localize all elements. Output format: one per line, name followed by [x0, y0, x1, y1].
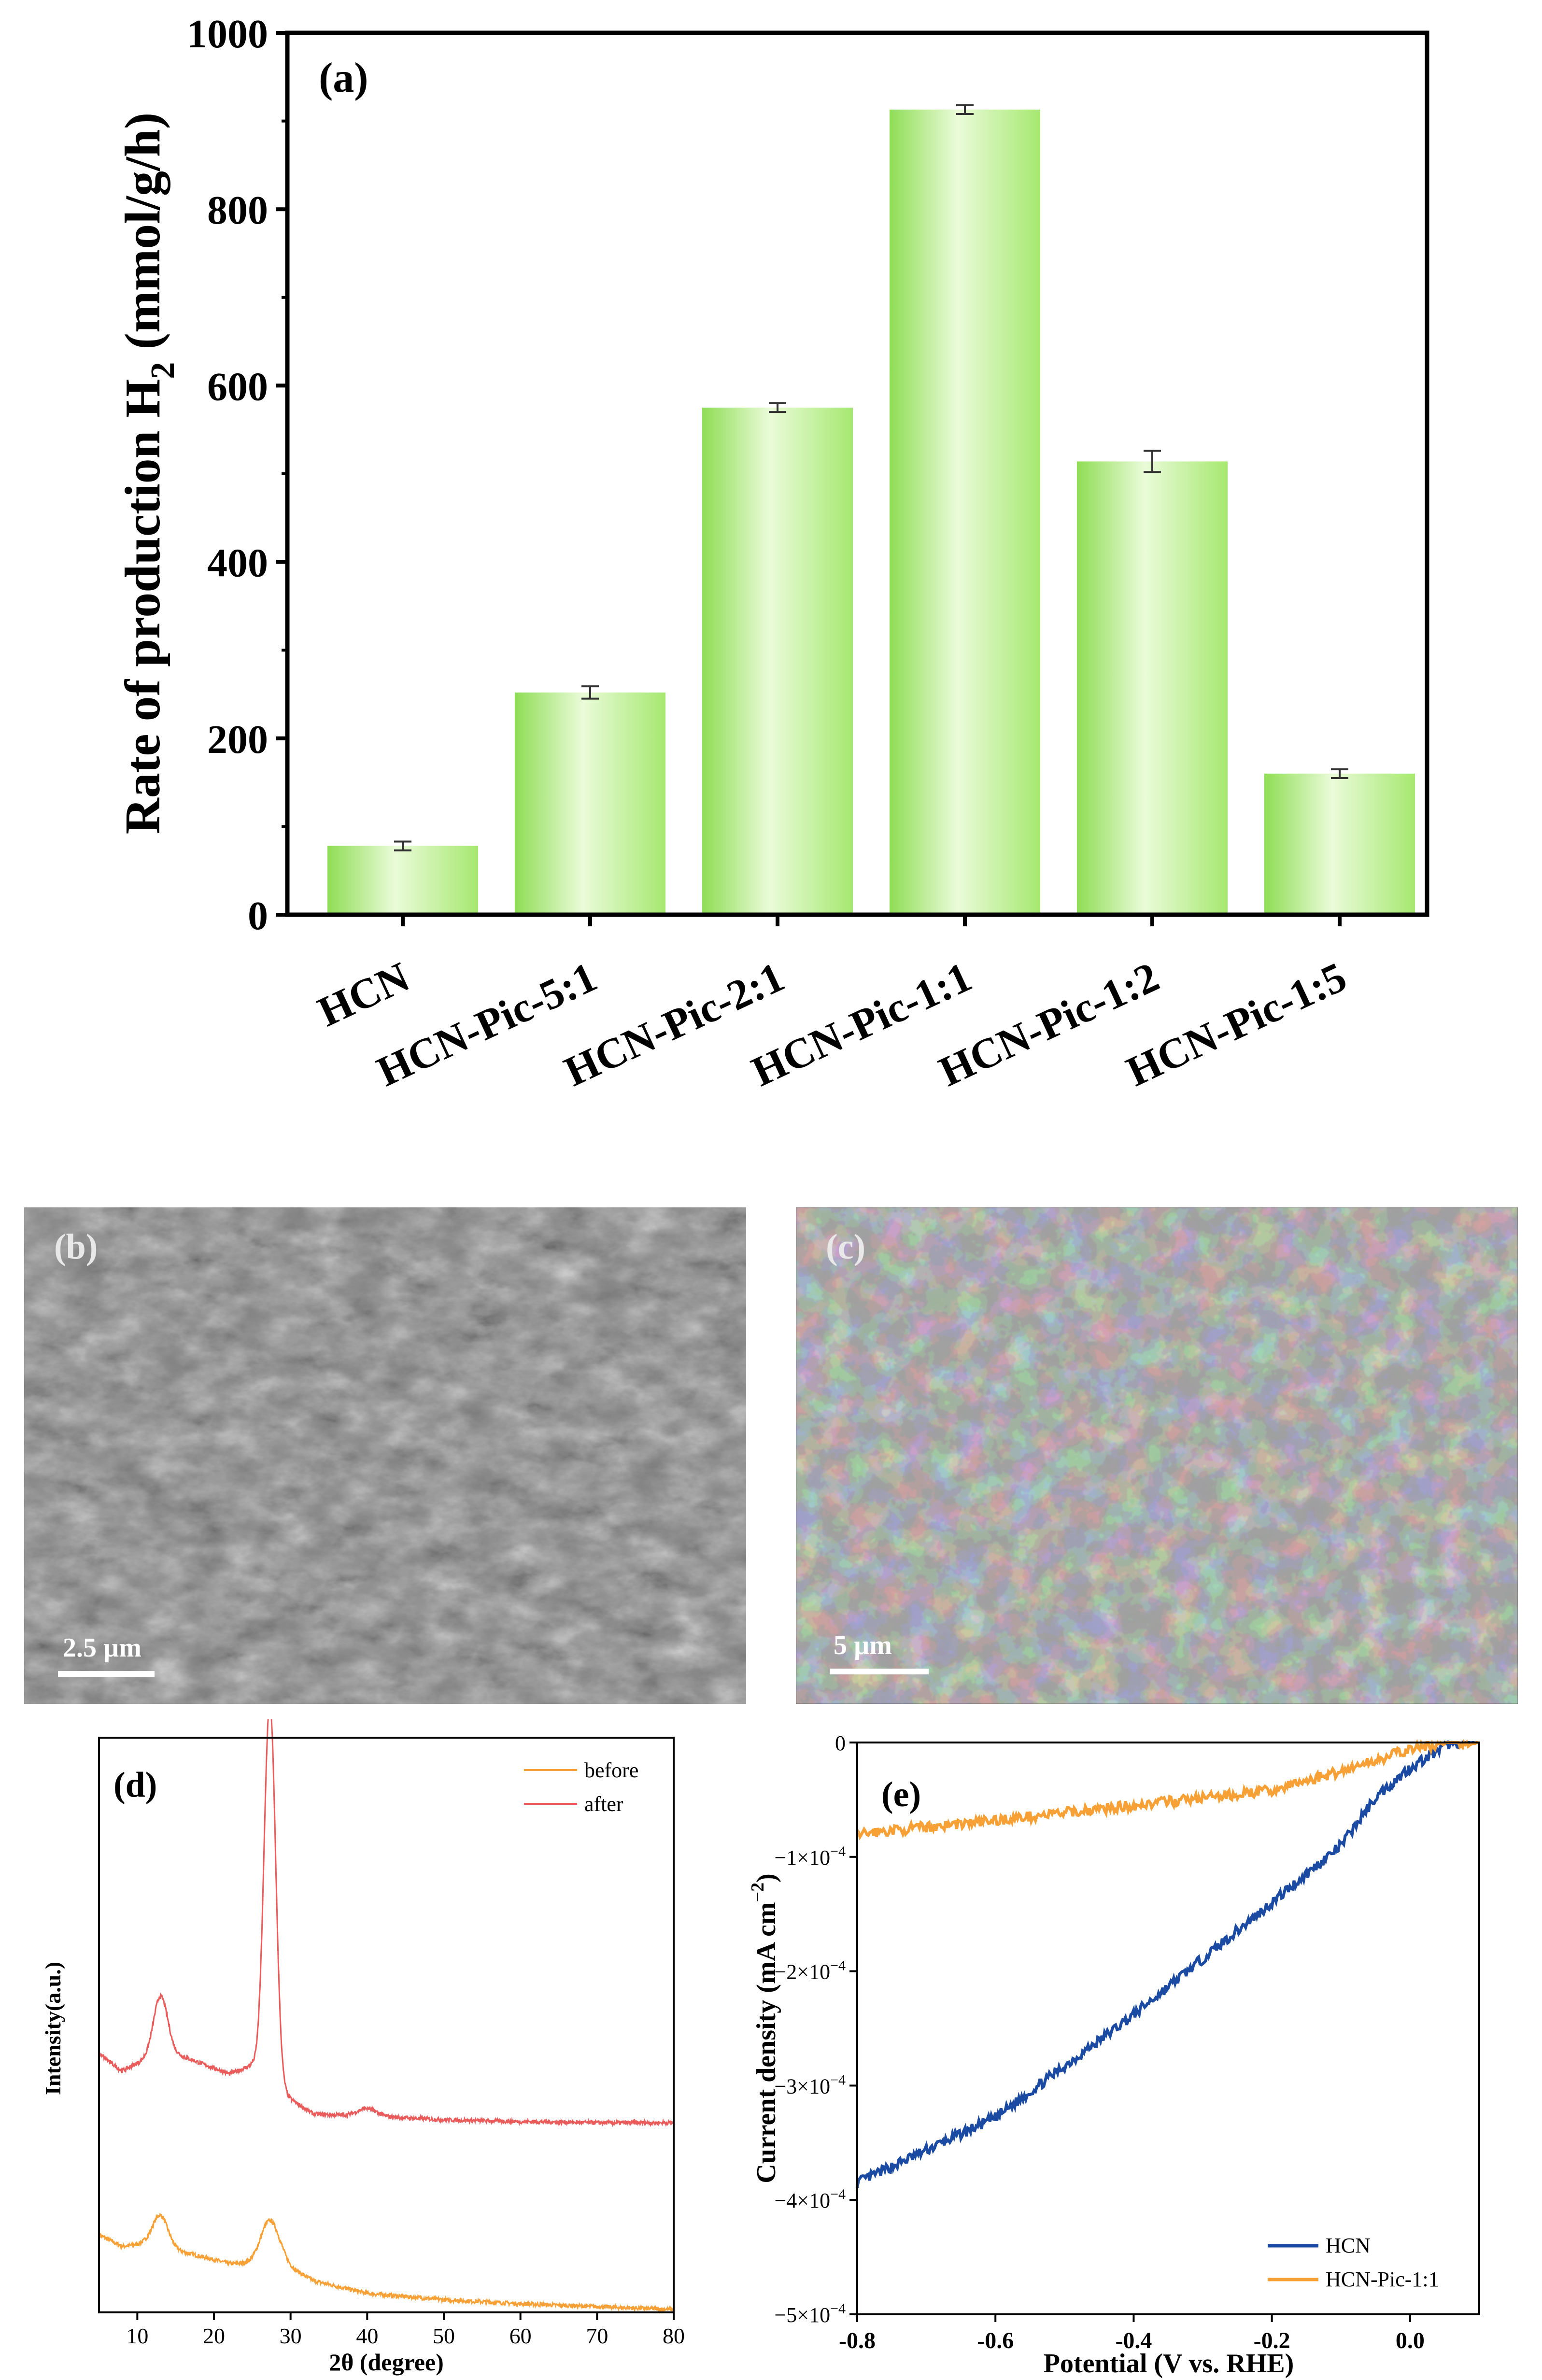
- x-tick-label-d: 70: [586, 2323, 608, 2348]
- series-line-before: [98, 2212, 674, 2313]
- scale-bar-b: [58, 1671, 155, 1677]
- x-tick-label-e: -0.2: [1254, 2328, 1290, 2353]
- bar-HCN-Pic-1:2: [1077, 461, 1228, 915]
- scale-label-b: 2.5 µm: [63, 1633, 141, 1663]
- error-bar-HCN: [394, 840, 411, 851]
- y-tick-label-a: 400: [207, 541, 268, 586]
- x-tick-label-d: 30: [280, 2323, 302, 2348]
- series-line-after: [98, 1719, 674, 2127]
- line-chart-d: 10 20 30 40 50 60 70 80 before after (d) 2θ (de…: [41, 1719, 685, 2376]
- x-tick-label-d: 40: [356, 2323, 378, 2348]
- x-tick-label-d: 20: [203, 2323, 225, 2348]
- line-chart-e: -0.8 -0.6 -0.4 -0.2 0.0 0 −1×10−4 −2×10−4 −3×10…: [748, 1731, 1480, 2379]
- x-axis-label-d: 2θ (degree): [329, 2349, 444, 2376]
- x-tick-label-e: -0.6: [977, 2328, 1014, 2353]
- series-line-HCN: [856, 1740, 1478, 2188]
- y-axis-label-a: Rate of production H2 (mmol/g/h): [115, 113, 182, 835]
- plot-frame-d: [98, 1737, 675, 2313]
- y-tick-label-e: −4×10−4: [774, 2186, 846, 2212]
- legend-label-after: after: [584, 1792, 623, 1816]
- plot-frame-a: [285, 30, 1429, 917]
- y-tick-label-a: 800: [207, 188, 268, 233]
- legend-e: HCN HCN-Pic-1:1: [1268, 2234, 1439, 2291]
- panel-label-a: (a): [319, 55, 368, 101]
- bar-HCN-Pic-5:1: [515, 692, 665, 915]
- bar-HCN-Pic-1:5: [1264, 773, 1415, 915]
- y-tick-label-a: 200: [207, 717, 268, 762]
- legend-label-hcn: HCN: [1326, 2234, 1371, 2257]
- y-tick-label-a: 0: [248, 893, 268, 938]
- x-tick-label-d: 50: [433, 2323, 455, 2348]
- error-bar-HCN-Pic-1:1: [956, 104, 974, 115]
- y-tick-label-e: −2×10−4: [774, 1958, 846, 1984]
- x-tick-label-d: 10: [126, 2323, 148, 2348]
- y-tick-label-e: −1×10−4: [774, 1843, 846, 1870]
- x-tick-label-d: 80: [663, 2323, 685, 2348]
- x-tick-label-d: 60: [509, 2323, 532, 2348]
- error-bar-HCN-Pic-1:2: [1144, 450, 1161, 473]
- x-tick-label-e: -0.4: [1115, 2328, 1152, 2353]
- y-tick-label-e: −5×10−4: [774, 2301, 846, 2327]
- bar-HCN-Pic-1:1: [890, 109, 1040, 915]
- legend-label-hcnpic: HCN-Pic-1:1: [1326, 2267, 1439, 2291]
- panel-label-e: (e): [881, 1775, 921, 1814]
- panel-label-c: (c): [826, 1227, 866, 1267]
- error-bar-HCN-Pic-5:1: [581, 685, 599, 700]
- legend-label-before: before: [584, 1758, 638, 1782]
- scale-label-c: 5 µm: [834, 1630, 892, 1660]
- y-tick-label-e: 0: [835, 1731, 846, 1755]
- sem-image-b: (b) 2.5 µm: [24, 1207, 746, 1704]
- y-tick-label-a: 600: [207, 364, 268, 409]
- y-axis-label-d: Intensity(a.u.): [41, 1962, 65, 2095]
- y-tick-label-e: −3×10−4: [774, 2072, 846, 2098]
- y-tick-label-a: 1000: [187, 12, 268, 57]
- x-axis-label-e: Potential (V vs. RHE): [1044, 2349, 1294, 2379]
- scale-bar-c: [830, 1669, 929, 1674]
- sem-image-c: (c) 5 µm: [796, 1207, 1518, 1704]
- x-tick-label-HCN: HCN: [311, 953, 416, 1036]
- bar-HCN: [327, 846, 478, 915]
- series-line-HCN-Pic-1:1: [856, 1739, 1478, 1841]
- error-bar-HCN-Pic-2:1: [769, 402, 786, 413]
- y-axis-label-e: Current density (mA cm−2): [748, 1873, 781, 2183]
- panel-label-b: (b): [54, 1227, 98, 1267]
- error-bar-HCN-Pic-1:5: [1331, 768, 1348, 779]
- x-tick-label-e: 0.0: [1396, 2328, 1425, 2353]
- plot-frame-e: [856, 1742, 1480, 2315]
- panel-label-d: (d): [113, 1765, 157, 1805]
- legend-d: before after: [524, 1758, 638, 1816]
- bar-HCN-Pic-2:1: [702, 408, 853, 915]
- x-tick-label-e: -0.8: [839, 2328, 876, 2353]
